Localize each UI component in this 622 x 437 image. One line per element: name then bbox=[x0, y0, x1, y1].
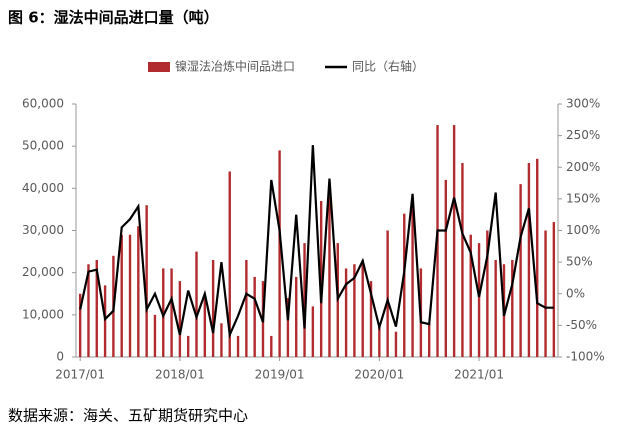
bar bbox=[461, 163, 464, 357]
bar bbox=[477, 243, 481, 357]
bar bbox=[536, 158, 539, 357]
x-tick-label: 2019/01 bbox=[255, 368, 305, 382]
bar bbox=[253, 276, 256, 357]
bar bbox=[444, 179, 448, 357]
y2-tick-label: 50% bbox=[566, 255, 593, 269]
bar bbox=[303, 243, 306, 357]
y2-tick-label: 100% bbox=[566, 223, 600, 237]
y-tick-label: 0 bbox=[56, 350, 64, 364]
line bbox=[79, 145, 554, 340]
bar bbox=[270, 335, 273, 357]
bar bbox=[203, 293, 207, 357]
bar bbox=[170, 268, 173, 357]
y2-tick-label: 0% bbox=[566, 286, 585, 300]
y-tick-label: 60,000 bbox=[22, 97, 64, 111]
bar bbox=[211, 260, 215, 357]
bar bbox=[403, 213, 406, 357]
bar bbox=[511, 260, 514, 357]
bar bbox=[328, 196, 331, 357]
bar bbox=[494, 260, 497, 357]
y-tick-label: 40,000 bbox=[22, 181, 64, 195]
legend-label: 镍湿法冶炼中间品进口 bbox=[175, 59, 295, 74]
legend-label: 同比（右轴） bbox=[352, 59, 424, 74]
y2-tick-label: 250% bbox=[566, 128, 600, 142]
bar bbox=[236, 335, 240, 357]
y2-tick-label: -100% bbox=[566, 350, 605, 364]
x-tick-label: 2018/01 bbox=[155, 368, 205, 382]
bar bbox=[87, 264, 90, 357]
y-tick-label: 50,000 bbox=[22, 139, 64, 153]
bar bbox=[145, 205, 148, 357]
x-tick-label: 2020/01 bbox=[354, 368, 404, 382]
bar bbox=[153, 314, 157, 357]
bar bbox=[394, 331, 398, 357]
y-tick-label: 10,000 bbox=[22, 307, 64, 321]
bar bbox=[286, 297, 290, 357]
bar bbox=[386, 230, 389, 357]
bar bbox=[378, 323, 381, 357]
source: 数据来源：海关、五矿期货研究中心 bbox=[8, 407, 248, 425]
x-tick-label: 2021/01 bbox=[454, 368, 504, 382]
bar bbox=[128, 234, 132, 357]
bar bbox=[137, 226, 140, 357]
bar bbox=[369, 281, 373, 357]
chart-title: 图 6：湿法中间品进口量（吨） bbox=[8, 9, 219, 27]
bar bbox=[411, 200, 414, 357]
bar bbox=[527, 163, 531, 357]
y-tick-label: 20,000 bbox=[22, 265, 64, 279]
bar bbox=[319, 200, 323, 357]
bar bbox=[186, 335, 190, 357]
y2-tick-label: 200% bbox=[566, 160, 600, 174]
bar bbox=[519, 184, 522, 357]
y2-tick-label: 300% bbox=[566, 97, 600, 111]
bar bbox=[78, 293, 82, 357]
bar bbox=[220, 323, 223, 357]
y2-tick-label: 150% bbox=[566, 191, 600, 205]
bar bbox=[95, 260, 98, 357]
bar bbox=[353, 264, 356, 357]
legend-swatch bbox=[148, 62, 170, 72]
bar bbox=[120, 234, 123, 357]
bar bbox=[361, 260, 364, 357]
bar bbox=[228, 171, 231, 357]
bar bbox=[178, 281, 182, 357]
bar bbox=[195, 251, 198, 357]
bar bbox=[162, 268, 165, 357]
bar bbox=[103, 285, 107, 357]
bar bbox=[245, 260, 248, 357]
x-tick-label: 2017/01 bbox=[55, 368, 105, 382]
bar bbox=[295, 276, 298, 357]
bar bbox=[427, 323, 431, 357]
y-tick-label: 30,000 bbox=[22, 223, 64, 237]
bar bbox=[469, 234, 472, 357]
bar bbox=[311, 306, 315, 357]
bar bbox=[544, 230, 547, 357]
bar bbox=[552, 222, 556, 357]
y2-tick-label: -50% bbox=[566, 318, 597, 332]
bar bbox=[278, 150, 281, 357]
bar bbox=[486, 230, 489, 357]
bar bbox=[452, 125, 456, 357]
bar bbox=[344, 268, 348, 357]
